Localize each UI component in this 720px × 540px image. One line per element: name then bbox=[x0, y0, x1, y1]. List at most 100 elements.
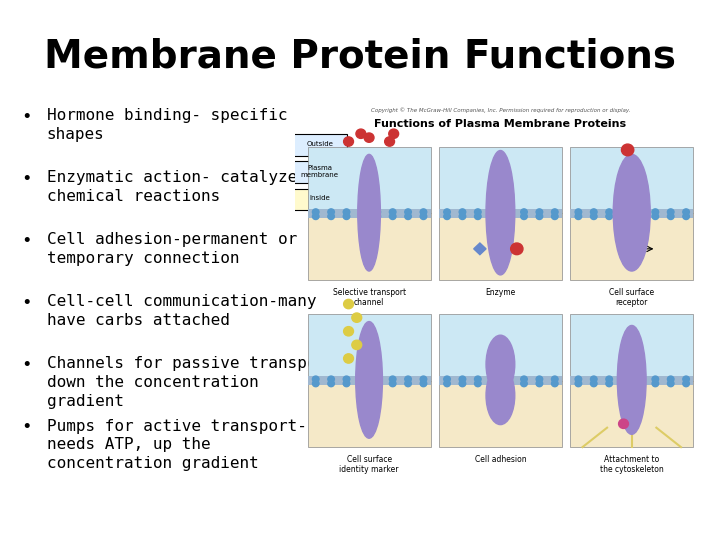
Circle shape bbox=[636, 376, 643, 382]
Circle shape bbox=[590, 376, 597, 382]
Circle shape bbox=[621, 213, 628, 220]
Circle shape bbox=[328, 209, 334, 215]
Circle shape bbox=[374, 381, 381, 387]
Circle shape bbox=[552, 376, 558, 382]
Text: Hormone binding- specific
shapes: Hormone binding- specific shapes bbox=[47, 108, 287, 141]
Ellipse shape bbox=[486, 366, 515, 424]
Circle shape bbox=[575, 376, 582, 382]
Circle shape bbox=[683, 209, 689, 215]
Circle shape bbox=[343, 299, 354, 309]
Circle shape bbox=[343, 213, 350, 220]
Circle shape bbox=[536, 376, 543, 382]
Bar bbox=[570, 381, 693, 447]
Circle shape bbox=[606, 381, 613, 387]
Circle shape bbox=[384, 137, 395, 146]
Text: Enzymatic action- catalyze
chemical reactions: Enzymatic action- catalyze chemical reac… bbox=[47, 170, 297, 204]
Circle shape bbox=[652, 209, 659, 215]
Circle shape bbox=[490, 213, 497, 220]
Circle shape bbox=[312, 376, 319, 382]
Text: Cell-cell communication-many
have carbs attached: Cell-cell communication-many have carbs … bbox=[47, 294, 316, 328]
Circle shape bbox=[459, 376, 466, 382]
Circle shape bbox=[683, 381, 689, 387]
Text: •: • bbox=[22, 108, 32, 126]
Circle shape bbox=[374, 213, 381, 220]
Circle shape bbox=[652, 376, 659, 382]
Circle shape bbox=[552, 209, 558, 215]
Circle shape bbox=[444, 209, 450, 215]
Bar bbox=[439, 147, 562, 213]
Bar bbox=[439, 209, 562, 218]
Circle shape bbox=[590, 381, 597, 387]
Bar bbox=[570, 314, 693, 381]
Circle shape bbox=[636, 381, 643, 387]
Text: Channels for passive transport-
down the concentration
gradient: Channels for passive transport- down the… bbox=[47, 356, 345, 409]
Circle shape bbox=[621, 381, 628, 387]
Ellipse shape bbox=[358, 154, 380, 271]
Circle shape bbox=[505, 209, 512, 215]
Text: Attachment to
the cytoskeleton: Attachment to the cytoskeleton bbox=[600, 455, 664, 474]
Circle shape bbox=[590, 213, 597, 220]
Circle shape bbox=[390, 209, 396, 215]
Bar bbox=[439, 381, 562, 447]
Circle shape bbox=[606, 209, 613, 215]
Text: •: • bbox=[22, 232, 32, 250]
Bar bbox=[307, 209, 431, 218]
Circle shape bbox=[505, 381, 512, 387]
Circle shape bbox=[490, 209, 497, 215]
Circle shape bbox=[575, 381, 582, 387]
Circle shape bbox=[390, 376, 396, 382]
Polygon shape bbox=[474, 243, 486, 255]
Text: •: • bbox=[22, 170, 32, 188]
Circle shape bbox=[390, 381, 396, 387]
FancyBboxPatch shape bbox=[293, 161, 346, 183]
Circle shape bbox=[536, 213, 543, 220]
Circle shape bbox=[606, 213, 613, 220]
Circle shape bbox=[618, 419, 629, 428]
Bar bbox=[307, 381, 431, 447]
Circle shape bbox=[343, 137, 354, 146]
Circle shape bbox=[359, 381, 365, 387]
Circle shape bbox=[405, 209, 411, 215]
Ellipse shape bbox=[486, 151, 515, 275]
Text: Enzyme: Enzyme bbox=[485, 288, 516, 296]
Text: Copyright © The McGraw-Hill Companies, Inc. Permission required for reproduction: Copyright © The McGraw-Hill Companies, I… bbox=[371, 107, 630, 112]
Circle shape bbox=[521, 213, 527, 220]
Circle shape bbox=[420, 209, 427, 215]
Bar bbox=[439, 376, 562, 385]
Ellipse shape bbox=[486, 335, 515, 394]
Text: •: • bbox=[22, 294, 32, 312]
Circle shape bbox=[356, 129, 366, 138]
Circle shape bbox=[444, 213, 450, 220]
Circle shape bbox=[420, 213, 427, 220]
Text: Cell adhesion-permanent or
temporary connection: Cell adhesion-permanent or temporary con… bbox=[47, 232, 297, 266]
Circle shape bbox=[312, 209, 319, 215]
Circle shape bbox=[474, 376, 481, 382]
Circle shape bbox=[420, 376, 427, 382]
Circle shape bbox=[536, 209, 543, 215]
Circle shape bbox=[652, 213, 659, 220]
Text: Outside: Outside bbox=[307, 141, 333, 147]
Circle shape bbox=[606, 376, 613, 382]
Bar bbox=[570, 376, 693, 385]
Circle shape bbox=[521, 376, 527, 382]
Text: Cell adhesion: Cell adhesion bbox=[474, 455, 526, 464]
Circle shape bbox=[459, 213, 466, 220]
Text: •: • bbox=[22, 418, 32, 436]
Circle shape bbox=[505, 213, 512, 220]
Circle shape bbox=[667, 209, 674, 215]
Circle shape bbox=[636, 213, 643, 220]
Bar bbox=[307, 376, 431, 385]
Circle shape bbox=[683, 213, 689, 220]
Text: Inside: Inside bbox=[310, 195, 330, 201]
Bar bbox=[570, 213, 693, 280]
Circle shape bbox=[389, 129, 399, 138]
Bar bbox=[307, 213, 431, 280]
Bar bbox=[570, 209, 693, 218]
Circle shape bbox=[359, 209, 365, 215]
Circle shape bbox=[505, 376, 512, 382]
Ellipse shape bbox=[617, 326, 646, 434]
Circle shape bbox=[490, 381, 497, 387]
Bar bbox=[439, 213, 562, 280]
Circle shape bbox=[652, 381, 659, 387]
Circle shape bbox=[510, 243, 523, 255]
